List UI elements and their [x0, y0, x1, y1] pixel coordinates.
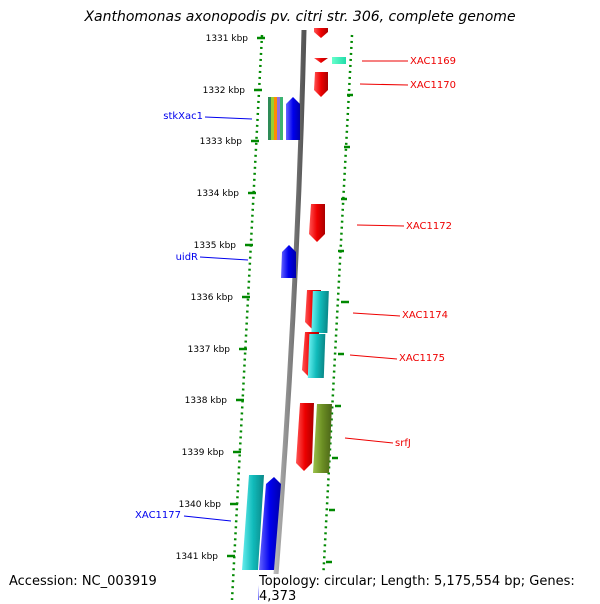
- genome-summary-text: Topology: circular; Length: 5,175,554 bp…: [259, 574, 600, 604]
- gene-feature-top: [314, 28, 328, 38]
- gene-feature-xac1170: [314, 72, 328, 97]
- scale-tick-label: 1339 kbp: [182, 448, 225, 458]
- right-track-line: [320, 34, 354, 600]
- scale-ticks: 1331 kbp 1332 kbp 1333 kbp 1334 kbp 1335 kbp…: [176, 34, 265, 562]
- gene-label-xac1172[interactable]: XAC1172: [406, 221, 452, 232]
- gene-label-xac1169[interactable]: XAC1169: [410, 56, 456, 67]
- gene-feature-srfj-olive: [313, 404, 332, 473]
- gene-feature-stkxac1-e: [280, 97, 283, 140]
- gene-label-uidr[interactable]: uidR: [176, 252, 198, 263]
- gene-features: [242, 28, 346, 600]
- genome-title: Xanthomonas axonopodis pv. citri str. 30…: [84, 9, 516, 25]
- gene-label-srfj[interactable]: srfJ: [395, 438, 411, 449]
- right-ticks: [326, 93, 353, 564]
- scale-tick-label: 1331 kbp: [206, 34, 249, 44]
- gene-labels: XAC1169 XAC1170 stkXac1 XAC1172 uidR XAC1174 X…: [135, 56, 456, 521]
- scale-tick-label: 1335 kbp: [194, 241, 237, 251]
- gene-label-xac1175[interactable]: XAC1175: [399, 353, 445, 364]
- gene-label-xac1170[interactable]: XAC1170: [410, 80, 456, 91]
- gene-feature-xac1177-cyan: [242, 475, 264, 570]
- gene-feature-stkxac1-b: [271, 97, 274, 140]
- gene-feature-stkxac1-d: [277, 97, 280, 140]
- scale-tick-label: 1336 kbp: [191, 293, 234, 303]
- gene-feature-stkxac1: [286, 97, 300, 140]
- chromosome-backbone: [271, 29, 307, 600]
- gene-feature-stkxac1-c: [274, 97, 277, 140]
- gene-feature-xac1174-cyan: [311, 291, 329, 333]
- gene-label-xac1174[interactable]: XAC1174: [402, 310, 448, 321]
- left-track-line: [230, 34, 264, 600]
- scale-tick-label: 1334 kbp: [197, 189, 240, 199]
- scale-tick-label: 1341 kbp: [176, 552, 219, 562]
- gene-feature-xac1175-cyan: [307, 334, 326, 378]
- gene-feature-xac1169-a: [314, 58, 328, 63]
- gene-feature-xac1172: [309, 204, 325, 242]
- scale-tick-label: 1338 kbp: [185, 396, 228, 406]
- gene-feature-stkxac1-a: [268, 97, 271, 140]
- gene-label-stkxac1[interactable]: stkXac1: [163, 111, 203, 122]
- scale-tick-label: 1337 kbp: [188, 345, 231, 355]
- label-pointers: [183, 60, 409, 522]
- accession-text: Accession: NC_003919: [9, 574, 157, 589]
- scale-tick-label: 1340 kbp: [179, 500, 222, 510]
- gene-label-xac1177[interactable]: XAC1177: [135, 510, 181, 521]
- gene-feature-uidr: [281, 245, 296, 278]
- gene-feature-xac1169-b: [332, 57, 346, 64]
- gene-feature-xac1177-blue: [259, 477, 281, 570]
- gene-feature-srfj-red: [296, 403, 314, 471]
- scale-tick-label: 1333 kbp: [200, 137, 243, 147]
- scale-tick-label: 1332 kbp: [203, 86, 246, 96]
